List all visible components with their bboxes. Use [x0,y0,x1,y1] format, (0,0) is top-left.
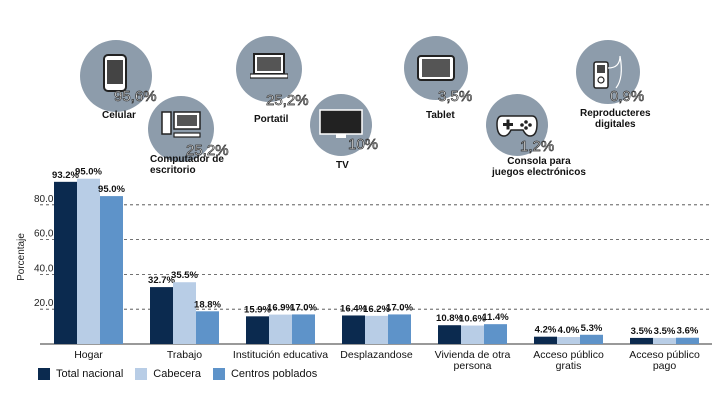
data-label: 17.0% [386,302,413,313]
device-label: Consola para juegos electrónicos [492,156,586,178]
bar [557,337,580,344]
data-label: 16.4% [340,303,367,314]
device-percent: 25,2% [186,142,229,160]
bar [54,181,77,344]
tablet-icon [417,55,455,81]
device-percent: 0,9% [610,88,645,106]
data-label: 3.5% [654,326,676,337]
category-label: pago [653,360,677,372]
data-label: 95.0% [98,184,125,195]
device-percent: 10% [348,136,379,154]
bar [173,282,196,344]
desktop-computer-icon [161,111,201,138]
bar [653,337,676,344]
category-label: gratis [556,360,582,372]
music-player-icon [593,55,622,89]
device-percent: 25,2% [266,92,309,110]
bar [100,196,123,344]
data-label: 3.5% [631,326,653,337]
bar [438,325,461,344]
legend-swatch [212,368,225,380]
y-tick-label: 20.0 [34,298,54,309]
y-tick-label: 40.0 [34,263,54,274]
data-label: 3.6% [677,326,699,337]
data-label: 10.6% [459,314,486,325]
legend-item-total: Total nacional [38,368,123,380]
bar [269,314,292,344]
device-label: Tablet [426,110,455,121]
category-label: Desplazandose [340,349,413,361]
bar [630,337,653,344]
device-label: Celular [102,110,136,121]
data-label: 32.7% [148,275,175,286]
bar [342,315,365,344]
data-label: 4.0% [558,325,580,336]
bar [388,314,411,344]
device-percent: 1,2% [520,138,555,156]
bar [77,178,100,344]
data-label: 35.5% [171,270,198,281]
category-label: Acceso público [533,349,604,361]
category-label: persona [454,360,492,372]
gamepad-icon [496,115,538,137]
tv-icon [319,109,363,138]
data-label: 10.8% [436,313,463,324]
category-label: Vivienda de otra [435,349,511,361]
bar [365,315,388,344]
bar [580,334,603,344]
device-percent: 3,5% [438,88,473,106]
legend-item-centros: Centros poblados [212,368,318,380]
category-label: Acceso público [629,349,700,361]
bar [246,316,269,344]
legend-label: Total nacional [56,368,124,380]
legend-swatch [38,368,50,380]
bar [534,336,557,344]
data-label: 93.2% [52,170,79,181]
data-label: 17.0% [290,302,317,313]
category-label: Institución educativa [233,349,328,361]
legend-label: Cabecera [153,368,201,380]
legend-label: Centros poblados [230,368,318,380]
device-label: Portatil [254,114,289,125]
data-label: 11.4% [482,312,509,323]
category-label: Trabajo [167,349,202,361]
bar [461,325,484,344]
bar [676,337,699,344]
data-label: 16.2% [363,304,390,315]
data-label: 4.2% [535,325,557,336]
data-label: 15.9% [244,304,271,315]
bar [292,314,315,344]
legend-swatch [135,368,148,380]
bar [484,324,507,344]
device-label: TV [336,160,349,171]
device-percent: 95,6% [114,88,157,106]
data-label: 18.8% [194,299,221,310]
y-axis-title: Porcentaje [16,233,27,281]
category-label: Hogar [74,349,103,361]
data-label: 16.9% [267,303,294,314]
mobile-phone-icon [103,54,127,92]
bar [196,311,219,344]
data-label: 95.0% [75,167,102,178]
legend: Total nacional Cabecera Centros poblados [38,368,317,380]
data-label: 5.3% [581,323,603,334]
laptop-icon [250,53,288,79]
legend-item-cabecera: Cabecera [135,368,201,380]
y-tick-label: 80.0 [34,194,54,205]
device-label: Reproducteres digitales [580,108,651,130]
bar [150,287,173,344]
y-tick-label: 60.0 [34,229,54,240]
device-label: Computador de escritorio [150,154,224,176]
